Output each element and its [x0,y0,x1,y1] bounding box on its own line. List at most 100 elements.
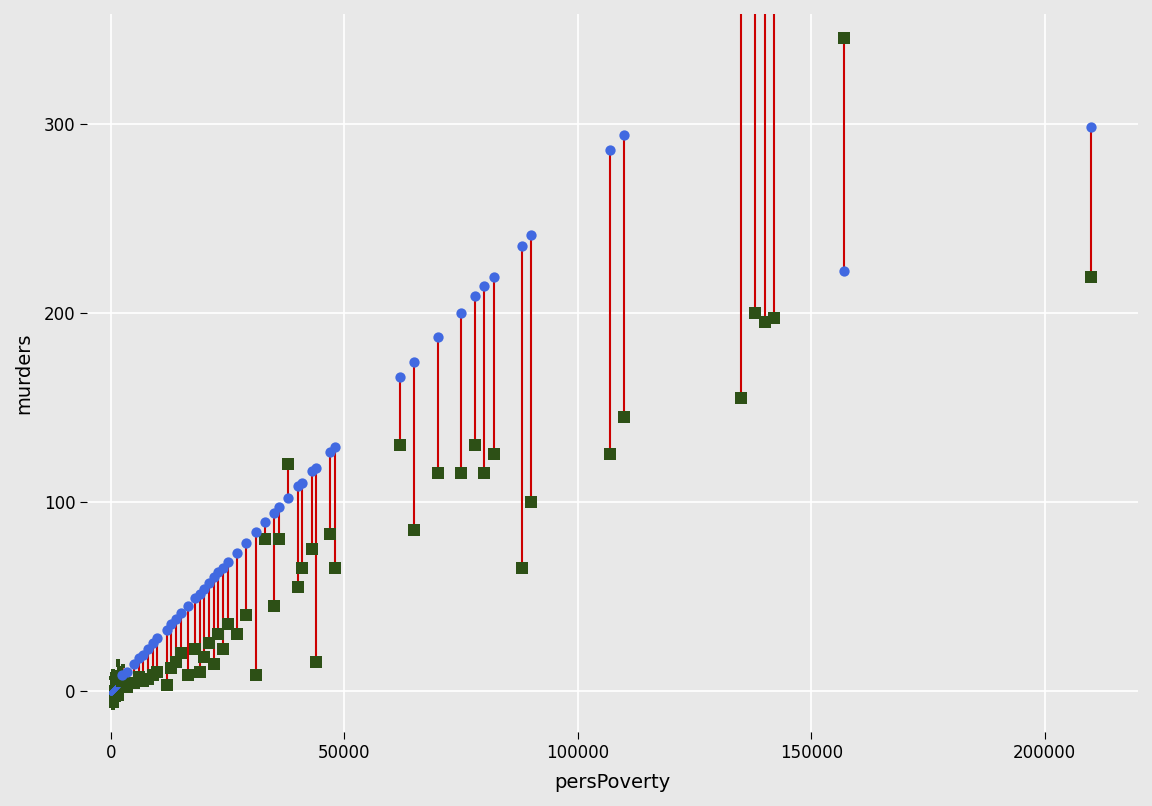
Point [101,691,120,704]
Point [111,686,129,699]
Point [111,682,129,695]
Point [113,667,131,680]
Point [112,668,130,681]
Point [103,680,121,693]
Point [265,599,283,612]
Point [105,683,123,696]
Point [105,683,123,696]
Point [228,627,247,640]
Point [105,695,123,708]
Point [109,684,128,697]
Point [108,671,127,684]
Point [112,675,130,688]
Point [108,680,127,693]
Point [109,676,128,689]
Point [105,677,123,690]
Point [101,690,120,703]
Point [485,270,503,283]
Point [106,682,124,695]
Point [113,675,131,688]
Point [112,673,130,686]
Point [108,679,127,692]
Point [199,576,218,589]
Point [103,683,121,696]
Point [103,686,121,699]
Point [109,675,128,688]
Point [101,700,120,713]
Point [103,682,121,695]
Point [107,681,126,694]
Point [108,675,127,688]
Point [103,683,121,696]
Point [109,679,128,692]
Point [195,582,213,595]
Point [113,675,131,688]
Point [288,480,306,493]
Point [103,686,121,699]
Point [105,683,123,696]
Point [112,676,130,689]
Point [105,683,123,696]
Point [326,561,344,574]
Point [106,682,124,695]
Point [105,683,123,696]
Point [615,410,634,423]
Point [108,683,127,696]
Point [112,675,130,688]
Point [112,675,130,688]
Point [109,678,128,691]
Point [321,527,340,540]
Point [513,240,531,253]
Point [107,678,126,691]
Point [111,673,129,686]
Point [109,677,128,690]
Point [113,669,131,682]
Point [105,683,123,696]
Point [107,680,126,693]
Point [103,685,121,698]
Point [112,674,130,687]
Point [279,492,297,505]
Point [124,658,143,671]
Point [107,673,126,686]
Point [108,679,127,692]
Point [308,656,326,669]
Point [109,678,128,691]
Point [103,681,121,694]
Point [109,688,128,701]
Point [237,609,256,621]
Point [101,687,120,700]
Point [112,673,130,686]
Point [111,678,129,691]
Point [104,690,122,703]
Point [107,676,126,689]
Point [104,684,122,697]
Point [111,681,129,694]
Point [112,679,130,692]
Point [105,683,123,696]
Point [111,681,129,694]
Point [101,687,120,700]
Point [108,679,127,692]
Point [104,683,122,696]
Point [106,681,124,694]
Point [106,679,124,692]
Point [105,681,123,694]
Point [104,684,122,697]
Point [111,676,129,689]
Point [112,675,130,688]
Point [113,681,131,694]
Point [106,686,124,699]
Point [111,677,129,690]
Point [112,671,130,684]
Point [104,683,122,696]
Point [106,681,124,694]
Point [107,681,126,694]
Point [103,685,121,698]
Point [109,674,128,687]
Point [108,666,127,679]
Point [109,688,128,701]
Point [105,683,123,696]
Point [111,677,129,690]
Point [106,683,124,696]
